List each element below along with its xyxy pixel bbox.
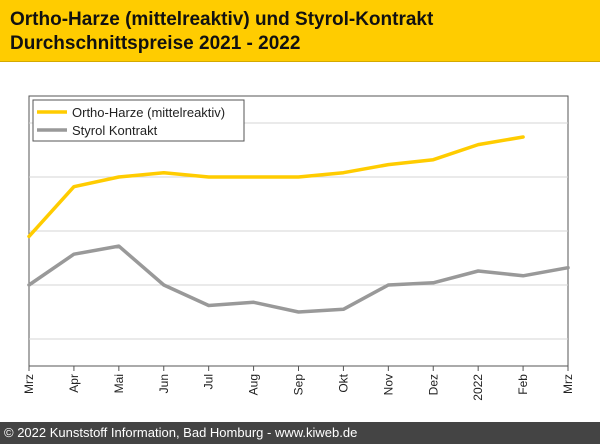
chart-subtitle: Durchschnittspreise 2021 - 2022 [10,33,301,54]
legend-box [32,99,245,142]
series-group [27,135,570,314]
x-tick-label: Aug [247,374,261,395]
x-tick-label: 2022 [471,374,485,401]
x-axis-ticks: Mrz Apr Mai Jun Jul Aug Sep Okt Nov Dez 2022 Feb Mrz [22,366,575,401]
series-line-0 [27,135,525,239]
x-tick-label: Dez [426,374,440,395]
line-chart: Mrz Apr Mai Jun Jul Aug Sep Okt Nov Dez 2022 Feb Mrz… [22,95,575,401]
x-tick-label: Jul [202,374,216,389]
x-tick-label: Mrz [22,374,36,394]
legend-label: Styrol Kontrakt [72,123,158,138]
legend: Ortho-Harze (mittelreaktiv) Styrol Kontra… [32,99,245,142]
x-tick-label: Okt [336,373,350,392]
x-tick-label: Mrz [561,374,575,394]
chart-header: Ortho-Harze (mittelreaktiv) und Styrol-K… [0,0,600,62]
x-tick-label: Nov [381,374,395,395]
x-tick-label: Jun [157,374,171,393]
x-tick-label: Apr [67,374,81,393]
series-line-1 [27,244,570,314]
x-tick-label: Mai [112,374,126,393]
website-link[interactable]: www.kiweb.de [274,425,358,440]
x-tick-label: Sep [292,374,306,396]
legend-label: Ortho-Harze (mittelreaktiv) [72,105,225,120]
copyright-text: © 2022 Kunststoff Information, Bad Hombu… [4,425,275,440]
chart-title: Ortho-Harze (mittelreaktiv) und Styrol-K… [10,9,434,30]
x-tick-label: Feb [516,374,530,395]
footer: © 2022 Kunststoff Information, Bad Hombu… [0,422,600,444]
